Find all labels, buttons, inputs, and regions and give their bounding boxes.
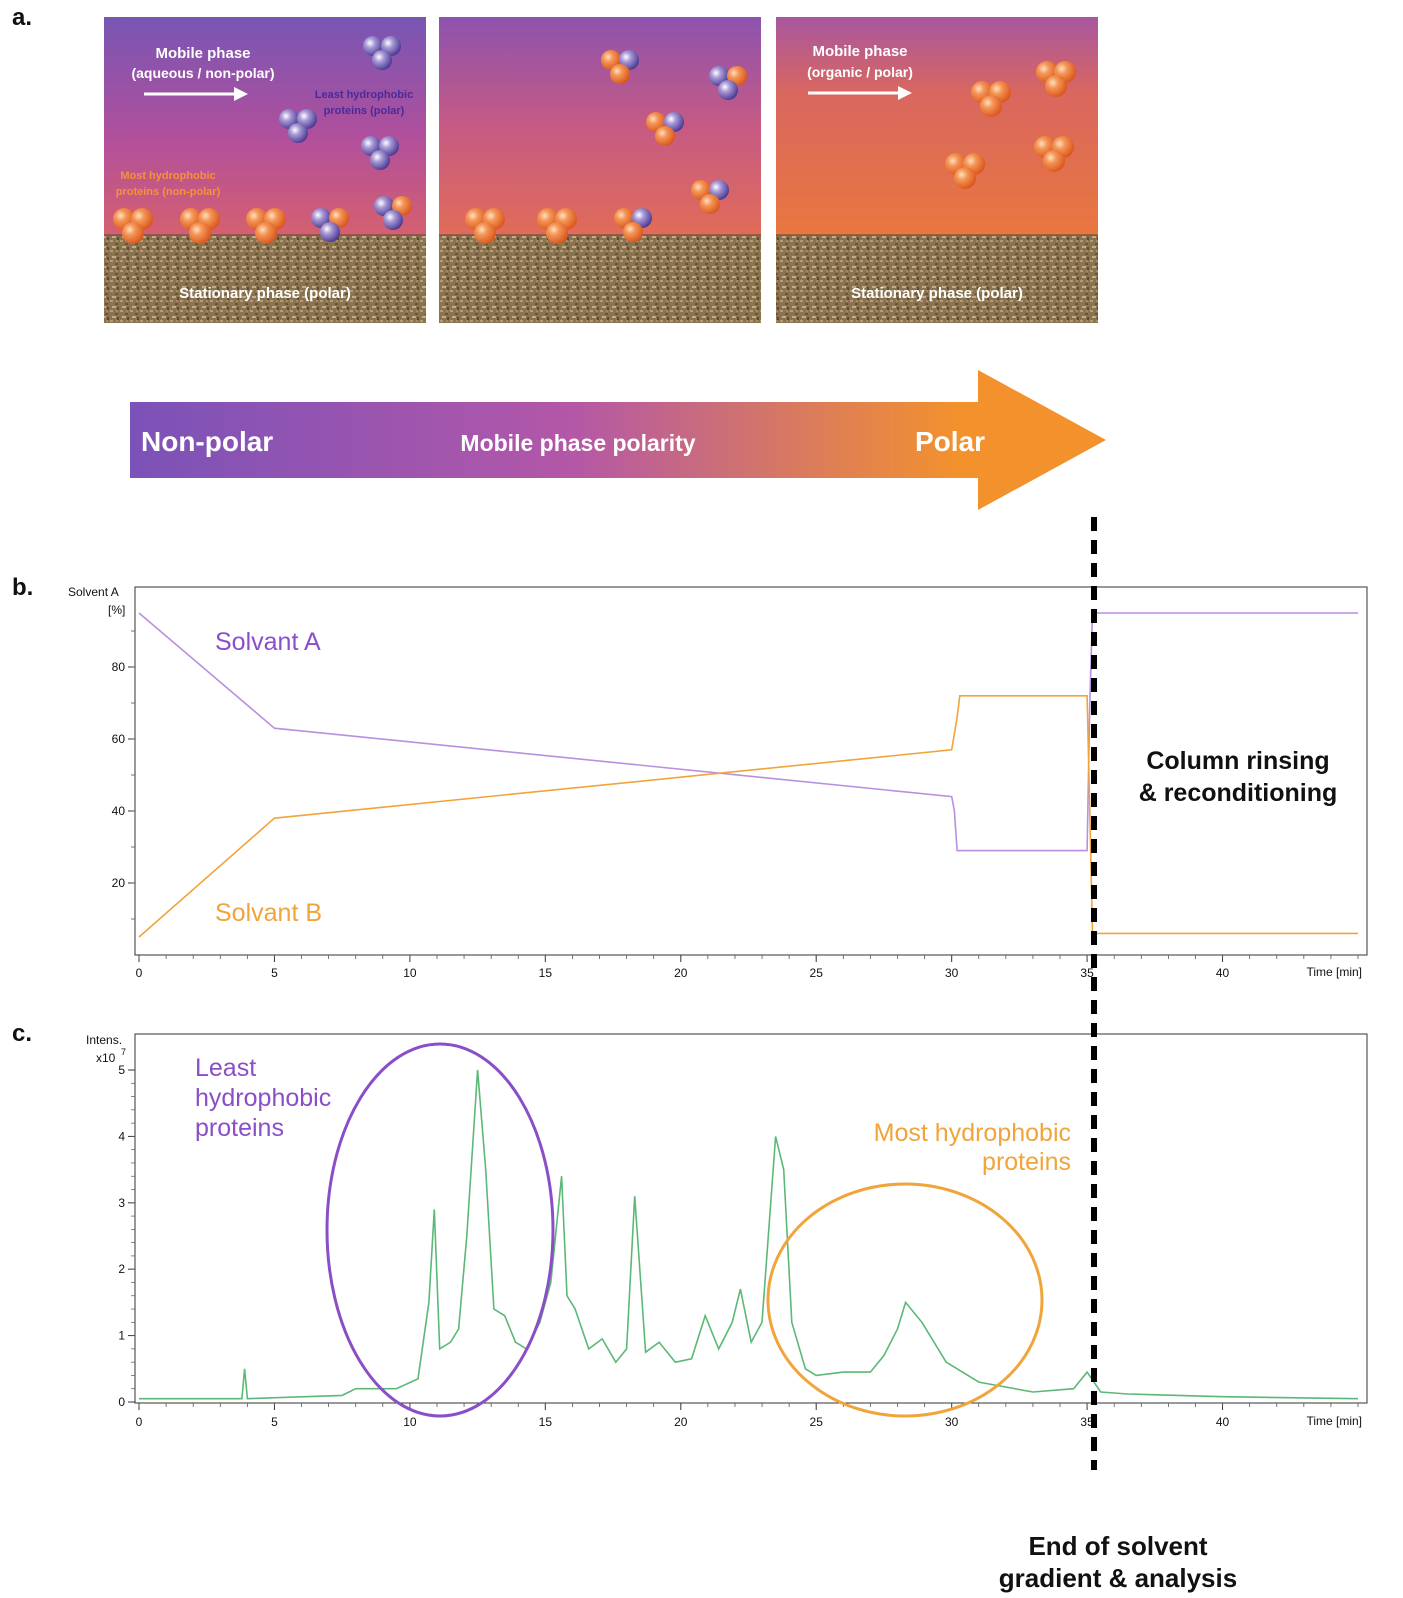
box3-stationary: Stationary phase (polar): [851, 285, 1023, 302]
box1-mobile-title: Mobile phase: [155, 45, 250, 62]
rinse-label-line1: Column rinsing: [1146, 747, 1329, 775]
solvent-xtick-label: 40: [1216, 966, 1230, 980]
chrom-xtick-label: 20: [674, 1415, 688, 1429]
most-label-line2: proteins: [982, 1148, 1071, 1176]
flow-arrow-3: [808, 86, 912, 100]
most-label-line1: Most hydrophobic: [874, 1119, 1071, 1147]
solvent-ylabel-line1: Solvent A: [68, 585, 119, 599]
end-label-line1: End of solvent: [1028, 1531, 1208, 1561]
chrom-xtick-label: 0: [136, 1415, 143, 1429]
chrom-ytick-label: 5: [118, 1063, 125, 1077]
end-of-gradient-label: End of solvent gradient & analysis: [958, 1530, 1278, 1594]
least-label-line3: proteins: [195, 1114, 284, 1142]
solvent-ytick-label: 60: [112, 732, 126, 746]
rinse-label-line2: & reconditioning: [1139, 779, 1338, 807]
solvent-xtick-label: 10: [403, 966, 417, 980]
solvent-xtick-label: 5: [271, 966, 278, 980]
chrom-xtick-label: 10: [403, 1415, 417, 1429]
box3-mobile-sub: (organic / polar): [807, 64, 913, 80]
solvent-ytick-label: 40: [112, 804, 126, 818]
chrom-xtick-label: 30: [945, 1415, 959, 1429]
chrom-xtick-label: 5: [271, 1415, 278, 1429]
chrom-ylabel-exp: 7: [121, 1047, 126, 1057]
solvent-ytick-label: 20: [112, 876, 126, 890]
arrow-center-label: Mobile phase polarity: [460, 430, 695, 456]
chromatography-illustration: Mobile phase (aqueous / non-polar) Least…: [104, 17, 1098, 323]
solvent-ylabel-line2: [%]: [108, 603, 125, 617]
solvent-axis-ticks: 0 5 10 15 20 25 30 35 40 20 40 60 80: [112, 630, 1359, 980]
box1-mobile-sub: (aqueous / non-polar): [131, 65, 274, 81]
arrow-right-label: Polar: [915, 426, 985, 457]
box1-least-line1: Least hydrophobic: [315, 89, 413, 101]
panel-b-letter: b.: [12, 574, 34, 601]
series-solvant-a: [138, 612, 1358, 852]
chrom-ylabel-line1: Intens.: [86, 1033, 122, 1047]
chrom-xtick-label: 35: [1080, 1415, 1094, 1429]
chrom-xtick-label: 40: [1216, 1415, 1230, 1429]
chrom-ytick-label: 2: [118, 1262, 125, 1276]
chromatogram-axis-ticks: 0 5 10 15 20 25 30 35 40 0 1 2 3 4 5: [118, 1063, 1359, 1429]
solvent-xlabel: Time [min]: [1306, 965, 1362, 979]
box1-most-line1: Most hydrophobic: [120, 170, 215, 182]
chrom-ytick-label: 3: [118, 1196, 125, 1210]
panel-a-letter: a.: [12, 4, 33, 31]
box-3-final: Mobile phase (organic / polar) Stationar…: [776, 17, 1098, 323]
chrom-xlabel: Time [min]: [1306, 1414, 1362, 1428]
solvent-xtick-label: 20: [674, 966, 688, 980]
end-label-line2: gradient & analysis: [998, 1563, 1238, 1593]
least-label-line1: Least: [195, 1054, 256, 1082]
series-a-label: Solvant A: [215, 628, 321, 656]
box1-least-line2: proteins (polar): [324, 105, 405, 117]
box3-mobile-title: Mobile phase: [812, 43, 907, 60]
chrom-xtick-label: 25: [810, 1415, 824, 1429]
box-2-mid: [439, 17, 761, 323]
polarity-arrow: Non-polar Mobile phase polarity Polar: [130, 370, 1106, 510]
chrom-ylabel-line2: x10: [96, 1051, 116, 1065]
flow-arrow-1: [144, 87, 248, 101]
solvent-ytick-label: 80: [112, 660, 126, 674]
box-1-initial: Mobile phase (aqueous / non-polar) Least…: [104, 17, 426, 323]
solvent-xtick-label: 0: [136, 966, 143, 980]
solvent-xtick-label: 30: [945, 966, 959, 980]
chrom-xtick-label: 15: [539, 1415, 553, 1429]
chrom-ytick-label: 4: [118, 1129, 125, 1143]
chrom-ytick-label: 0: [118, 1395, 125, 1409]
least-label-line2: hydrophobic: [195, 1084, 331, 1112]
box1-stationary: Stationary phase (polar): [179, 285, 351, 302]
chromatogram-trace: [139, 1069, 1359, 1400]
least-hydrophobic-ellipse: [325, 1042, 555, 1418]
chrom-ytick-label: 1: [118, 1329, 125, 1343]
chromatogram-frame: [134, 1033, 1368, 1404]
solvent-xtick-label: 25: [810, 966, 824, 980]
arrow-left-label: Non-polar: [141, 426, 273, 457]
most-hydrophobic-ellipse: [766, 1182, 1044, 1418]
box1-most-line2: proteins (non-polar): [116, 186, 221, 198]
panel-c-letter: c.: [12, 1020, 33, 1047]
series-b-label: Solvant B: [215, 899, 322, 927]
solvent-xtick-label: 35: [1080, 966, 1094, 980]
solvent-xtick-label: 15: [539, 966, 553, 980]
